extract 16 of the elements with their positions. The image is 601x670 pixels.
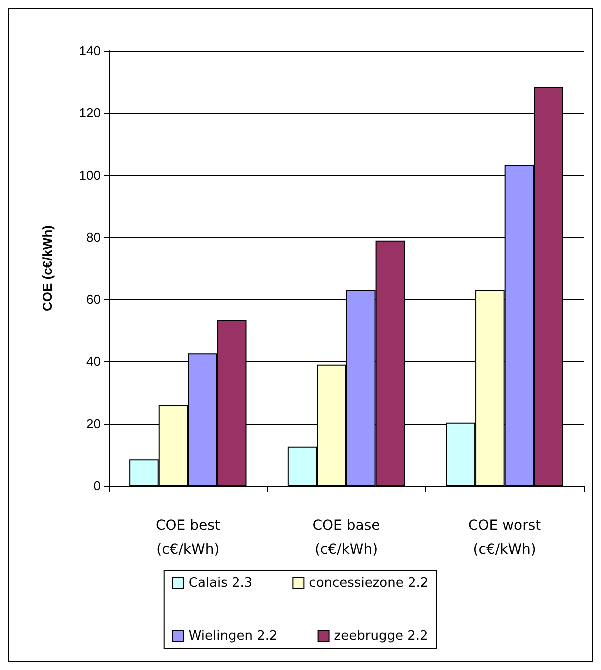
y-tick-label: 120 (79, 106, 101, 121)
y-tick-label: 80 (86, 230, 101, 245)
y-tick-label: 20 (86, 416, 101, 432)
x-tick-label: COE base (c€/kWh) (312, 518, 380, 558)
y-axis-title: COE (c€/kWh) (40, 226, 55, 312)
x-tick-label: COE worst (c€/kWh) (468, 518, 542, 558)
x-tick-label: COE best (c€/kWh) (156, 518, 221, 558)
legend-label: Calais 2.3 (188, 576, 253, 591)
legend-label: zeebrugge 2.2 (334, 629, 428, 644)
y-tick-label: 60 (86, 292, 101, 308)
legend-label: concessiezone 2.2 (309, 576, 429, 591)
y-tick-label: 40 (86, 354, 101, 370)
legend-label: Wielingen 2.2 (188, 629, 278, 644)
y-tick-label: 140 (79, 44, 101, 58)
y-tick-label: 100 (79, 168, 101, 183)
y-tick-label: 0 (94, 478, 101, 494)
